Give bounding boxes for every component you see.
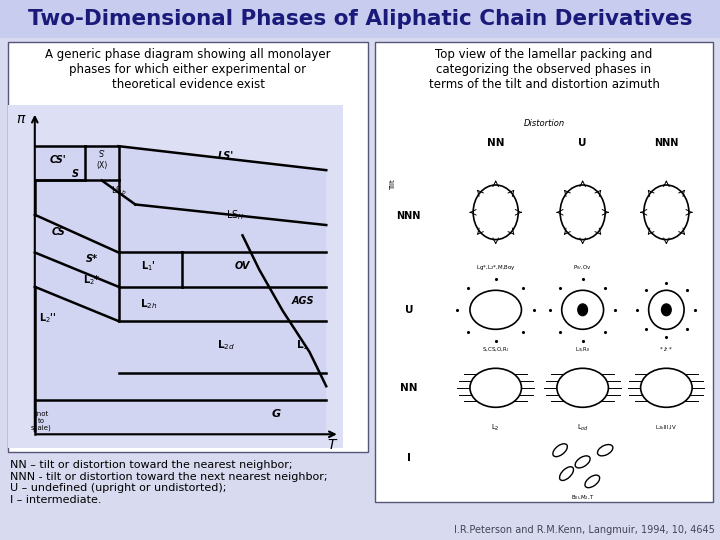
Text: $T$: $T$ [328,437,338,451]
Text: $\pi$: $\pi$ [16,112,27,126]
Text: LS': LS' [217,151,234,161]
Text: I: I [407,453,410,463]
Text: L$_2$: L$_2$ [491,423,500,433]
FancyBboxPatch shape [8,42,368,452]
Text: S'
(X): S' (X) [96,150,107,170]
Ellipse shape [562,291,603,329]
Circle shape [578,304,588,316]
Text: CS': CS' [50,155,67,165]
Text: Top view of the lamellar packing and
categorizing the observed phases in
terms o: Top view of the lamellar packing and cat… [428,48,660,91]
Text: OV: OV [235,261,250,271]
Text: L$_2$*: L$_2$* [83,273,101,287]
Circle shape [473,185,518,240]
Circle shape [662,304,671,316]
Text: P$_{IV}$,Ov: P$_{IV}$,Ov [573,263,592,272]
FancyBboxPatch shape [0,0,720,38]
Text: AGS: AGS [292,295,314,306]
Text: I.R.Peterson and R.M.Kenn, Langmuir, 1994, 10, 4645: I.R.Peterson and R.M.Kenn, Langmuir, 199… [454,525,715,535]
Text: Ls,R$_{II}$: Ls,R$_{II}$ [575,345,590,354]
Polygon shape [35,146,326,434]
Text: NN: NN [487,138,505,148]
Text: NNN: NNN [397,211,421,221]
Text: B$_{III}$,M$_2$,T: B$_{III}$,M$_2$,T [571,493,595,502]
Text: S*: S* [86,254,98,265]
Circle shape [560,185,606,240]
Ellipse shape [598,444,613,456]
Text: L$_{2h}$: L$_{2h}$ [140,297,158,311]
Ellipse shape [641,368,692,407]
Text: LS$_H$: LS$_H$ [227,208,245,221]
Text: * $\hat{z}$ *: * $\hat{z}$ * [660,345,673,354]
Text: I: I [407,453,410,463]
Text: A generic phase diagram showing all monolayer
phases for which either experiment: A generic phase diagram showing all mono… [45,48,330,91]
Text: G: G [271,409,281,419]
Text: U: U [405,305,413,315]
Ellipse shape [470,291,521,329]
Text: S: S [71,168,78,179]
Text: L$_{2d}$: L$_{2d}$ [217,338,235,352]
Text: Tilt: Tilt [390,180,396,191]
Ellipse shape [553,444,567,457]
Text: L$_{2h}$III,IV: L$_{2h}$III,IV [655,423,678,431]
Text: NN: NN [400,383,418,393]
Text: L$_1$': L$_1$' [141,259,156,273]
Ellipse shape [559,467,574,481]
Text: Lg*,L$_2$*,M,Boy: Lg*,L$_2$*,M,Boy [476,263,516,272]
Text: LS$_b$: LS$_b$ [111,185,126,197]
Text: L$_{od}$: L$_{od}$ [577,423,589,433]
Text: U: U [578,138,587,148]
FancyBboxPatch shape [375,42,713,502]
Text: Distortion: Distortion [523,119,564,127]
Text: NNN: NNN [654,138,678,148]
Ellipse shape [470,368,521,407]
Ellipse shape [575,456,590,468]
Ellipse shape [557,368,608,407]
Text: S,CS,O,R$_I$: S,CS,O,R$_I$ [482,345,509,354]
Text: CS: CS [51,227,65,237]
Text: (not
to
scale): (not to scale) [31,410,52,431]
Text: Two-Dimensional Phases of Aliphatic Chain Derivatives: Two-Dimensional Phases of Aliphatic Chai… [28,9,692,29]
Ellipse shape [585,475,600,488]
Ellipse shape [649,291,684,329]
Text: NN – tilt or distortion toward the nearest neighbor;
NNN - tilt or distortion to: NN – tilt or distortion toward the neare… [10,460,328,505]
Text: L$_2$'': L$_2$'' [39,310,57,325]
Circle shape [644,185,689,240]
Text: L$_1$: L$_1$ [297,338,309,352]
